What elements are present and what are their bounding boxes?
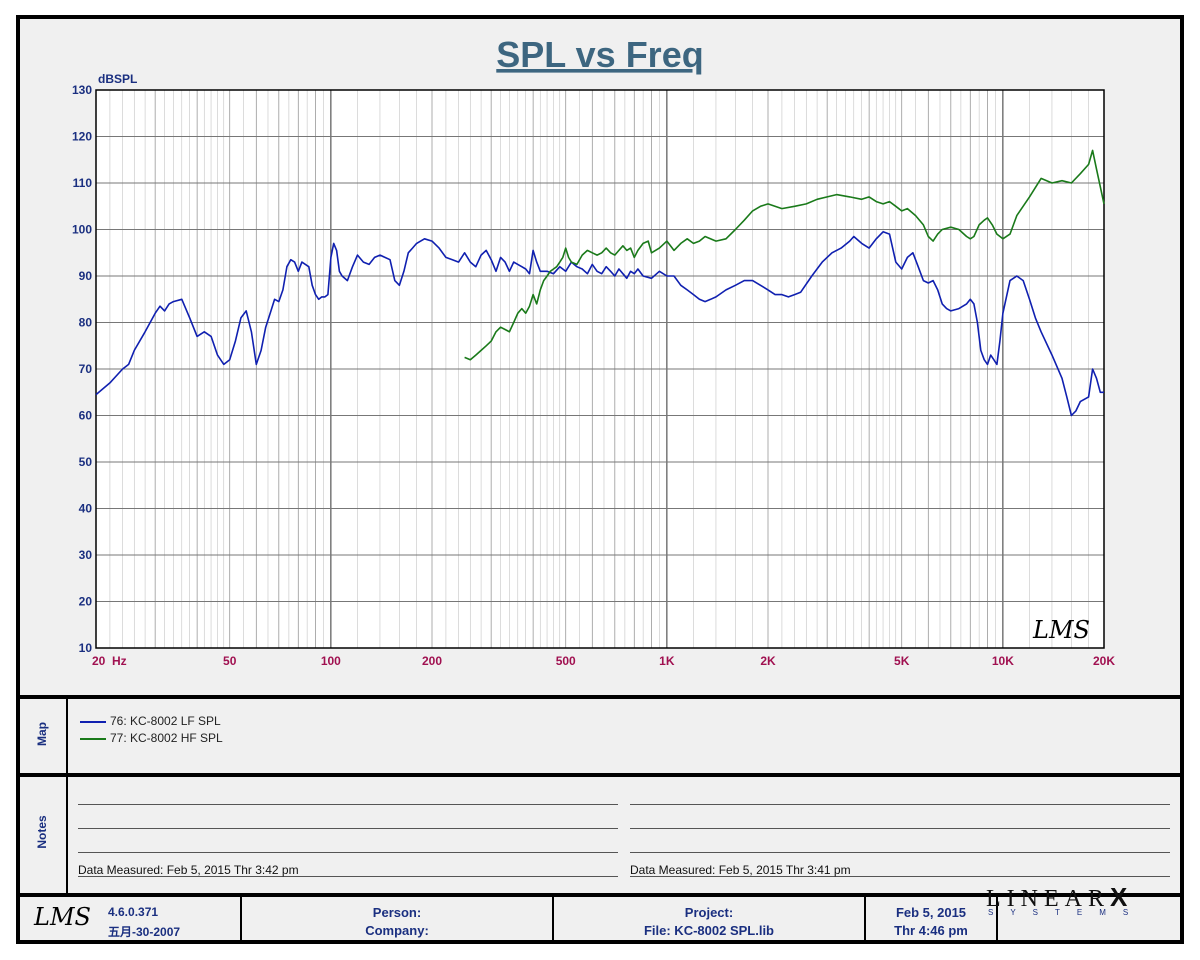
y-tick-label: 40 <box>79 502 93 516</box>
y-tick-label: 110 <box>73 176 93 190</box>
note-line <box>630 876 1170 877</box>
software-build-date: 五月-30-2007 <box>108 925 181 939</box>
legend-swatch-lf <box>80 720 106 723</box>
note-line <box>630 828 1170 829</box>
x-tick-label: 2K <box>760 654 776 668</box>
y-tick-label: 90 <box>79 269 93 283</box>
linearx-wordmark: LINEARX <box>986 882 1127 913</box>
lms-footer-logo: LMS <box>34 903 91 931</box>
footer-divider <box>240 897 242 944</box>
linearx-brand: LINEAR <box>986 886 1110 912</box>
y-tick-label: 120 <box>72 130 92 144</box>
chart-title: SPL vs Freq <box>496 34 703 75</box>
divider-map-notes <box>20 773 1180 777</box>
chart-area: 10 20 30 40 50 60 70 80 90 100 110 120 130 20 Hz 50 100… <box>20 19 1180 695</box>
lms-watermark: LMS <box>1032 616 1090 644</box>
divider-chart-map <box>20 695 1180 699</box>
note-line <box>630 804 1170 805</box>
note-line <box>78 804 618 805</box>
x-tick-label: 1K <box>659 654 675 668</box>
note-line <box>78 876 618 877</box>
legend-label-hf: 77: KC-8002 HF SPL <box>110 731 223 745</box>
linearx-systems: SYSTEMS <box>988 908 1146 917</box>
right-data-measured: Data Measured: Feb 5, 2015 Thr 3:41 pm <box>630 863 851 877</box>
y-tick-label: 70 <box>79 362 93 376</box>
plot-border <box>95 89 1105 649</box>
series-line-lf <box>95 231 1104 417</box>
legend-item-lf: 76: KC-8002 LF SPL <box>80 714 221 728</box>
notes-section-divider <box>66 777 68 893</box>
footer-divider <box>552 897 554 944</box>
legend-item-hf: 77: KC-8002 HF SPL <box>80 731 223 745</box>
linearx-logo: LINEARX SYSTEMS <box>986 882 1150 922</box>
map-section-divider <box>66 699 68 773</box>
y-tick-label: 60 <box>79 409 93 423</box>
company-label: Company: <box>365 923 429 938</box>
series-line-hf <box>464 149 1105 361</box>
footer-date: Feb 5, 2015 <box>895 905 967 920</box>
left-data-measured: Data Measured: Feb 5, 2015 Thr 3:42 pm <box>78 863 299 877</box>
y-tick-label: 50 <box>79 455 93 469</box>
report-frame: 10 20 30 40 50 60 70 80 90 100 110 120 130 20 Hz 50 100… <box>16 15 1184 944</box>
footer-divider <box>864 897 866 944</box>
y-tick-label: 130 <box>72 83 92 97</box>
software-version: 4.6.0.371 <box>108 905 159 919</box>
y-axis-label: dBSPL <box>98 72 137 86</box>
footer-divider <box>996 897 998 944</box>
x-tick-label: 10K <box>992 654 1014 668</box>
x-tick-label: 20K <box>1093 654 1115 668</box>
x-tick-label: 5K <box>894 654 910 668</box>
y-tick-label: 30 <box>79 548 93 562</box>
project-label: Project: <box>684 905 734 920</box>
map-label: Map <box>35 722 49 746</box>
x-tick-label: 500 <box>556 654 576 668</box>
x-tick-label: 100 <box>321 654 341 668</box>
x-tick-label: 200 <box>422 654 442 668</box>
legend-label-lf: 76: KC-8002 LF SPL <box>110 714 221 728</box>
note-line <box>78 852 618 853</box>
y-tick-label: 10 <box>79 641 93 655</box>
spl-chart: 10 20 30 40 50 60 70 80 90 100 110 120 130 20 Hz 50 100… <box>72 34 1115 668</box>
person-label: Person: <box>372 905 422 920</box>
legend-swatch-hf <box>80 737 106 740</box>
footer-time: Thr 4:46 pm <box>894 923 968 938</box>
notes-label: Notes <box>35 815 49 849</box>
y-tick-label: 20 <box>79 595 93 609</box>
y-tick-label: 80 <box>79 316 93 330</box>
linearx-x-mark: X <box>1109 882 1128 912</box>
divider-notes-footer <box>20 893 1180 897</box>
note-line <box>78 828 618 829</box>
y-tick-label: 100 <box>72 223 92 237</box>
x-tick-label: 50 <box>223 654 237 668</box>
file-label: File: KC-8002 SPL.lib <box>643 923 775 938</box>
note-line <box>630 852 1170 853</box>
x-tick-label: 20 Hz <box>92 654 127 668</box>
